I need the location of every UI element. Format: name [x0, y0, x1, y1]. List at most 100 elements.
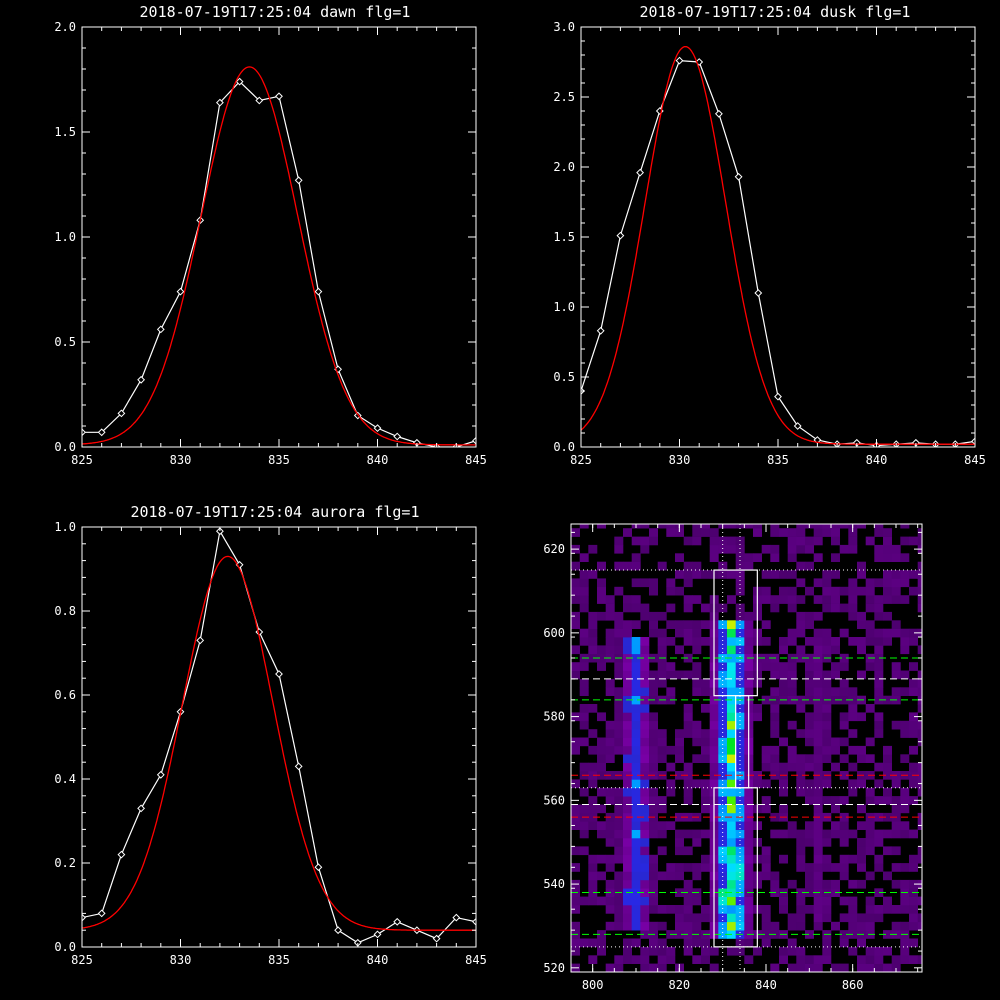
heatmap-cell — [614, 712, 624, 722]
heatmap-cell — [727, 879, 736, 889]
aurora-title: 2018-07-19T17:25:04 aurora flg=1 — [131, 503, 420, 521]
heatmap-cell — [649, 578, 658, 588]
heatmap-cell — [787, 963, 797, 972]
data-point — [373, 930, 382, 939]
x-tick-label: 825 — [570, 453, 592, 467]
heatmap-cell — [770, 662, 780, 671]
heatmap-cell — [874, 678, 884, 688]
heatmap-cell — [917, 678, 922, 688]
heatmap-cell — [805, 779, 814, 789]
heatmap-cell — [692, 570, 702, 579]
heatmap-cell — [623, 620, 632, 629]
heatmap-cell — [701, 637, 710, 646]
heatmap-cell — [718, 846, 728, 856]
data-point — [616, 231, 625, 240]
heatmap-cell — [692, 720, 702, 730]
heatmap-cell — [839, 524, 849, 529]
heatmap-cell — [614, 628, 624, 638]
data-point — [314, 863, 323, 872]
heatmap-cell — [588, 955, 598, 964]
heatmap-cell — [865, 620, 875, 629]
heatmap-cell — [900, 787, 910, 797]
heatmap-cell — [865, 946, 875, 956]
heatmap-cell — [831, 637, 840, 646]
heatmap-cell — [657, 611, 667, 621]
heatmap-cell — [701, 603, 710, 613]
heatmap-cell — [683, 846, 693, 856]
heatmap-cell — [900, 553, 910, 562]
heatmap-cell — [623, 720, 632, 730]
heatmap-cell — [822, 712, 832, 722]
heatmap-cell — [831, 687, 840, 696]
heatmap-cell — [597, 745, 606, 755]
heatmap-cell — [579, 637, 589, 646]
heatmap-cell — [649, 678, 658, 688]
heatmap-cell — [605, 821, 615, 830]
heatmap-cell — [727, 524, 736, 529]
heatmap-cell — [683, 905, 693, 914]
heatmap-cell — [831, 536, 840, 546]
heatmap-cell — [874, 905, 884, 914]
heatmap-cell — [597, 561, 606, 571]
heatmap-cell — [640, 871, 650, 881]
heatmap-cell — [883, 796, 892, 805]
heatmap-cell — [657, 955, 667, 964]
heatmap-cell — [883, 754, 892, 763]
heatmap-cell — [675, 528, 684, 537]
heatmap-cell — [761, 662, 771, 671]
heatmap-cell — [822, 628, 832, 638]
heatmap-cell — [822, 637, 832, 646]
heatmap-cell — [865, 955, 875, 964]
heatmap-cell — [614, 829, 624, 839]
heatmap-cell — [883, 905, 892, 914]
heatmap-cell — [891, 879, 901, 889]
heatmap-cell — [683, 637, 693, 646]
heatmap-cell — [579, 578, 589, 588]
heatmap-cell — [917, 896, 922, 906]
heatmap-cell — [779, 662, 788, 671]
heatmap-cell — [709, 536, 719, 546]
heatmap-cell — [571, 595, 580, 604]
heatmap-cell — [683, 787, 693, 797]
data-point — [695, 58, 704, 66]
heatmap-cell — [917, 670, 922, 680]
heatmap-cell — [857, 611, 866, 621]
heatmap-cell — [787, 678, 797, 688]
heatmap-cell — [735, 737, 745, 747]
heatmap-cell — [614, 687, 624, 696]
heatmap-cell — [796, 787, 806, 797]
heatmap-cell — [623, 896, 632, 906]
heatmap-cell — [735, 687, 745, 696]
heatmap-cell — [640, 578, 650, 588]
heatmap-cell — [900, 570, 910, 579]
heatmap-cell — [917, 846, 922, 856]
heatmap-cell — [683, 896, 693, 906]
heatmap-cell — [657, 729, 667, 738]
heatmap-cell — [727, 645, 736, 655]
y-tick-label: 0.0 — [54, 440, 76, 454]
heatmap-cell — [909, 712, 918, 722]
heatmap-cell — [649, 620, 658, 629]
heatmap-cell — [805, 670, 814, 680]
heatmap-cell — [735, 524, 745, 529]
heatmap-cell — [649, 804, 658, 814]
heatmap-cell — [640, 921, 650, 931]
heatmap-cell — [727, 838, 736, 847]
heatmap-cell — [614, 544, 624, 554]
heatmap-cell — [813, 846, 823, 856]
heatmap-cell — [571, 611, 580, 621]
heatmap-cell — [813, 645, 823, 655]
heatmap-cell — [605, 796, 615, 805]
heatmap-cell — [588, 821, 598, 830]
heatmap-cell — [839, 812, 849, 822]
heatmap-cell — [597, 854, 606, 864]
heatmap-cell — [857, 854, 866, 864]
data-point — [334, 926, 343, 935]
heatmap-cell — [865, 737, 875, 747]
heatmap-cell — [900, 796, 910, 805]
heatmap-cell — [779, 854, 788, 864]
heatmap-cell — [631, 662, 641, 671]
heatmap-cell — [813, 921, 823, 931]
heatmap-cell — [683, 930, 693, 939]
heatmap-cell — [813, 879, 823, 889]
